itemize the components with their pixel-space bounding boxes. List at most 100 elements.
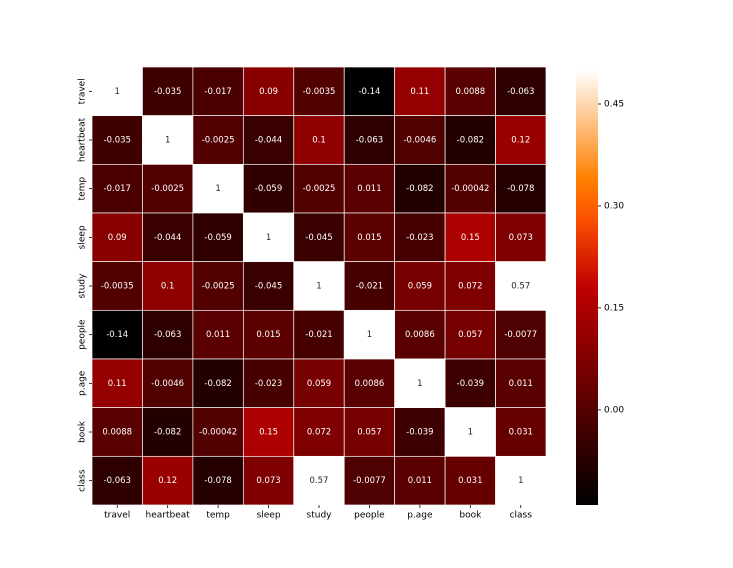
- y-tick-label: class: [78, 469, 88, 492]
- cell-label: 0.0086: [405, 330, 435, 340]
- cell-label: -0.082: [457, 136, 484, 146]
- cell-label: 0.09: [108, 233, 127, 243]
- cell-label: 0.011: [509, 379, 533, 389]
- cell-label: -0.063: [507, 87, 534, 97]
- cell-label: -0.021: [356, 282, 383, 292]
- cell: [293, 455, 345, 506]
- cell: [394, 407, 446, 457]
- cell-label: 0.0088: [455, 87, 485, 97]
- y-tick-label: temp: [78, 177, 88, 201]
- cell: [394, 163, 446, 214]
- cell: [91, 115, 143, 165]
- cell: [91, 455, 143, 506]
- cell-label: 0.09: [259, 87, 278, 97]
- cell: [343, 309, 396, 360]
- cell-label: 0.0086: [355, 379, 385, 389]
- cell-label: -0.039: [457, 379, 484, 389]
- cell: [495, 115, 547, 165]
- cell: [444, 66, 496, 117]
- y-tick-label: book: [78, 420, 88, 443]
- cell-label: -0.14: [358, 87, 380, 97]
- y-tick-label: sleep: [78, 225, 88, 249]
- y-tick-label: travel: [78, 78, 88, 104]
- cell-label: -0.0025: [303, 184, 336, 194]
- cell-label: -0.14: [106, 330, 128, 340]
- cell-label: 0.11: [108, 379, 127, 389]
- cell-label: -0.0025: [202, 136, 235, 146]
- cell: [242, 309, 295, 360]
- x-tick-label: people: [354, 511, 385, 521]
- y-tick-label: p.age: [78, 370, 88, 396]
- cell: [394, 115, 446, 165]
- y-tick-label: study: [78, 273, 88, 299]
- cell: [495, 163, 547, 214]
- cell-label: 1: [316, 282, 321, 292]
- cell-label: 0.011: [408, 476, 432, 486]
- cell-label: -0.044: [154, 233, 181, 243]
- cell-label: 0.059: [307, 379, 331, 389]
- cell-label: 0.015: [256, 330, 280, 340]
- cell: [495, 261, 547, 311]
- cell: [142, 212, 194, 263]
- cell: [142, 455, 194, 506]
- x-tick-label: class: [510, 511, 533, 521]
- x-tick-label: book: [459, 511, 482, 521]
- cell-label: -0.082: [204, 379, 231, 389]
- cell-label: 0.015: [357, 233, 381, 243]
- cell: [343, 407, 396, 457]
- x-tick-label: sleep: [257, 511, 281, 521]
- cell-label: -0.082: [154, 428, 181, 438]
- cell: [192, 309, 244, 360]
- cell-label: -0.00042: [451, 184, 489, 194]
- cell-label: -0.023: [406, 233, 433, 243]
- cell: [394, 358, 446, 409]
- cell-label: 0.57: [310, 476, 329, 486]
- cell: [242, 455, 295, 506]
- cell-label: -0.021: [305, 330, 332, 340]
- y-tick-label: people: [78, 319, 88, 350]
- cell: [495, 212, 547, 263]
- cell: [91, 212, 143, 263]
- x-tick-label: p.age: [407, 511, 433, 521]
- cell: [293, 309, 345, 360]
- x-tick-label: heartbeat: [146, 511, 191, 521]
- cell-label: -0.0077: [504, 330, 537, 340]
- colorbar-tick-label: 0.45: [604, 99, 624, 109]
- cell-label: -0.0035: [303, 87, 336, 97]
- cell-label: -0.063: [356, 136, 383, 146]
- cell-label: 1: [266, 233, 271, 243]
- cell: [293, 407, 345, 457]
- cell-label: 1: [417, 379, 422, 389]
- cell-label: 0.057: [357, 428, 381, 438]
- cell-label: -0.078: [204, 476, 231, 486]
- y-tick-label: heartbeat: [78, 117, 88, 162]
- cell: [91, 66, 143, 117]
- cell: [343, 261, 396, 311]
- cell: [444, 115, 496, 165]
- cell-label: -0.063: [154, 330, 181, 340]
- cell-label: -0.045: [255, 282, 282, 292]
- cell: [192, 115, 244, 165]
- cell-label: -0.0025: [151, 184, 184, 194]
- cell-label: 0.12: [511, 136, 530, 146]
- cell-label: -0.00042: [199, 428, 237, 438]
- cell-label: 0.072: [458, 282, 482, 292]
- colorbar-tick-label: 0.15: [604, 303, 624, 313]
- cell-label: -0.0025: [202, 282, 235, 292]
- cell: [192, 163, 244, 214]
- cell: [142, 163, 194, 214]
- cell: [293, 163, 345, 214]
- cell-label: 1: [367, 330, 372, 340]
- cell: [142, 66, 194, 117]
- cell-label: 1: [165, 136, 170, 146]
- cell-label: -0.017: [104, 184, 131, 194]
- cell-label: -0.059: [255, 184, 282, 194]
- cell-label: 0.57: [511, 282, 530, 292]
- cell-label: 1: [468, 428, 473, 438]
- cell-label: 1: [518, 476, 523, 486]
- colorbar-tick-label: 0.30: [604, 201, 624, 211]
- cell: [444, 212, 496, 263]
- cell-label: -0.0046: [151, 379, 184, 389]
- cell: [91, 358, 143, 409]
